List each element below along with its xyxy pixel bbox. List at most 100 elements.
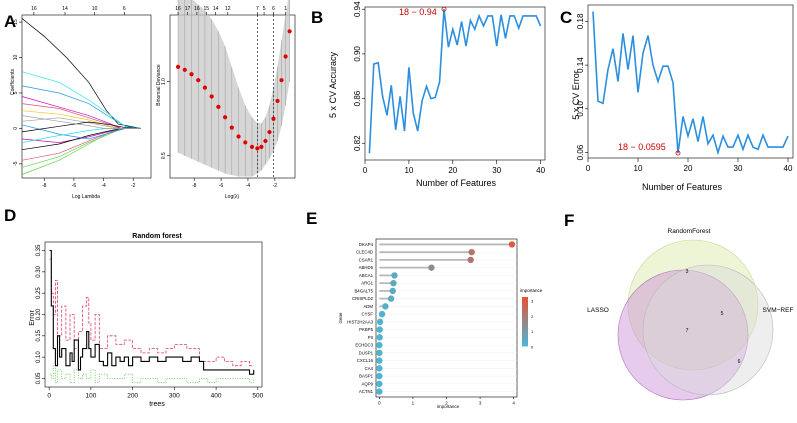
e-legend-swatch xyxy=(522,343,528,347)
d-xlabel: trees xyxy=(149,401,165,408)
a2-mean-point xyxy=(255,146,260,151)
a2-mean-point xyxy=(249,144,255,149)
e-gene-label: ABHD5 xyxy=(359,265,374,270)
e-lollipop-dot xyxy=(387,295,395,302)
lasso-coefficient-panel: Log Lambda Coefficients -8 -6 -4 -2 -5 0 5 10 15… xyxy=(10,6,152,200)
a2-ytick-label: 1.0 xyxy=(161,78,167,85)
e-legend-swatch xyxy=(522,319,528,322)
a2-top-tick-label: 6 xyxy=(272,6,275,12)
e-gene-label: CLEC4D xyxy=(356,250,373,255)
e-gene-label: ARG1 xyxy=(361,281,373,286)
c-xtick-label: 20 xyxy=(684,164,693,173)
e-legend-swatch xyxy=(522,323,528,327)
a2-top-tick-label: 7 xyxy=(256,6,259,12)
e-lollipop-dot xyxy=(376,349,383,357)
a1-xtick-label: -4 xyxy=(101,183,106,189)
e-legend-swatch xyxy=(522,299,528,303)
a2-top-tick-label: 15 xyxy=(204,6,210,12)
e-gene-label: ABCA1 xyxy=(359,273,374,278)
a2-mean-point xyxy=(271,116,276,121)
a1-coefficient-path xyxy=(21,18,141,129)
a2-mean-point xyxy=(229,125,234,130)
svm-error-panel: Number of Features 5 x CV Error 18 − 0.0… xyxy=(571,4,794,192)
e-legend-tick-label: 0 xyxy=(531,345,534,350)
a2-mean-point xyxy=(175,64,181,69)
e-gene-label: HIST2H2AA3 xyxy=(347,319,373,324)
d-xtick-label: 0 xyxy=(47,393,51,400)
a2-mean-point xyxy=(209,94,214,99)
a1-coefficient-path xyxy=(21,128,141,161)
a2-xtick-label: -4 xyxy=(246,183,251,189)
e-legend-swatch xyxy=(522,301,528,305)
b-series-line xyxy=(368,9,542,154)
venn-diagram-panel: RandomForest LASSO SVM−REF 3 5 7 6 xyxy=(587,228,794,401)
e-legend-swatch xyxy=(522,331,528,335)
d-plot-frame xyxy=(44,241,263,388)
e-xtick-label: 0 xyxy=(378,401,381,406)
c-xtick-label: 10 xyxy=(634,164,643,173)
b-xtick-label: 20 xyxy=(448,166,457,175)
c-xtick-label: 0 xyxy=(586,164,591,173)
c-ytick-label: 0.14 xyxy=(576,57,585,73)
e-gene-label: CA4 xyxy=(365,366,374,371)
e-lollipop-dot xyxy=(428,264,435,271)
a2-top-tick-label: 12 xyxy=(225,6,231,12)
e-legend-swatch xyxy=(522,326,528,330)
a1-coefficient-path xyxy=(21,128,141,175)
c-xtick-label: 30 xyxy=(734,164,743,173)
e-gene-label: DUSP1 xyxy=(359,350,374,355)
lasso-deviance-panel: Log(λ) Binomial Deviance -8 -6 -4 -2 0.5 1.0 1… xyxy=(156,0,296,200)
a2-top-tick-label: 16 xyxy=(194,6,200,12)
d-ytick-label: 0.15 xyxy=(36,329,42,341)
d-ytick-label: 0.10 xyxy=(36,351,42,363)
b-ytick-label: 0.86 xyxy=(353,90,362,106)
a2-mean-point xyxy=(243,140,248,145)
a1-xtick-label: -6 xyxy=(72,183,77,189)
b-xtick-label: 0 xyxy=(363,166,368,175)
e-gene-label: CRISPLD2 xyxy=(352,296,374,301)
e-legend-swatch xyxy=(522,314,528,317)
a2-mean-point xyxy=(189,72,194,77)
a2-xlabel: Log(λ) xyxy=(225,194,240,200)
venn-count-svm-only: 6 xyxy=(738,359,741,365)
e-gene-label: PII xyxy=(368,335,373,340)
e-lollipop-dot xyxy=(468,248,475,256)
e-lollipop-dot xyxy=(376,334,383,341)
a2-mean-point xyxy=(236,134,241,139)
venn-circle-svm xyxy=(642,264,774,396)
b-ylabel: 5 x CV Accuracy xyxy=(328,51,338,118)
a1-xtick-label: -8 xyxy=(42,183,47,189)
a1-ytick-label: 0 xyxy=(13,127,19,130)
e-lollipop-dot xyxy=(390,279,397,287)
d-series-class2 xyxy=(49,365,255,384)
e-gene-label: ECHDC3 xyxy=(355,343,373,348)
e-lollipop-dot xyxy=(376,380,383,388)
a2-plot-frame xyxy=(169,14,296,179)
a2-top-tick-label: 14 xyxy=(213,6,219,12)
panel-letter-c: C xyxy=(560,8,572,27)
a2-mean-point xyxy=(196,78,201,83)
d-ytick-label: 0.35 xyxy=(36,244,42,256)
d-ytick-label: 0.30 xyxy=(36,265,42,277)
a1-ytick-label: -5 xyxy=(13,161,19,166)
a2-xtick-label: -6 xyxy=(219,183,224,189)
venn-label-svm: SVM−REF xyxy=(763,307,794,314)
a2-mean-point xyxy=(275,98,280,104)
random-forest-panel: Random forest trees Error 0 100 200 300 400 5… xyxy=(29,233,264,408)
e-lollipop-dot xyxy=(378,310,386,318)
a1-plot-frame xyxy=(21,14,152,179)
a1-coefficient-path xyxy=(21,128,141,143)
e-xtick-label: 2 xyxy=(445,401,448,406)
e-legend-tick-label: 2 xyxy=(531,314,534,319)
b-ytick-label: 0.90 xyxy=(353,46,362,62)
a2-ytick-label: 0.5 xyxy=(161,152,167,159)
a2-mean-point xyxy=(263,138,268,144)
c-xlabel: Number of Features xyxy=(642,182,723,192)
venn-count-rf-svm: 5 xyxy=(721,311,724,317)
venn-label-randomforest: RandomForest xyxy=(668,228,711,235)
e-gene-label: B4GALT5 xyxy=(354,288,373,293)
a2-mean-point xyxy=(182,67,187,72)
d-ylabel: Error xyxy=(29,310,36,326)
e-gene-label: ADM xyxy=(363,304,373,309)
